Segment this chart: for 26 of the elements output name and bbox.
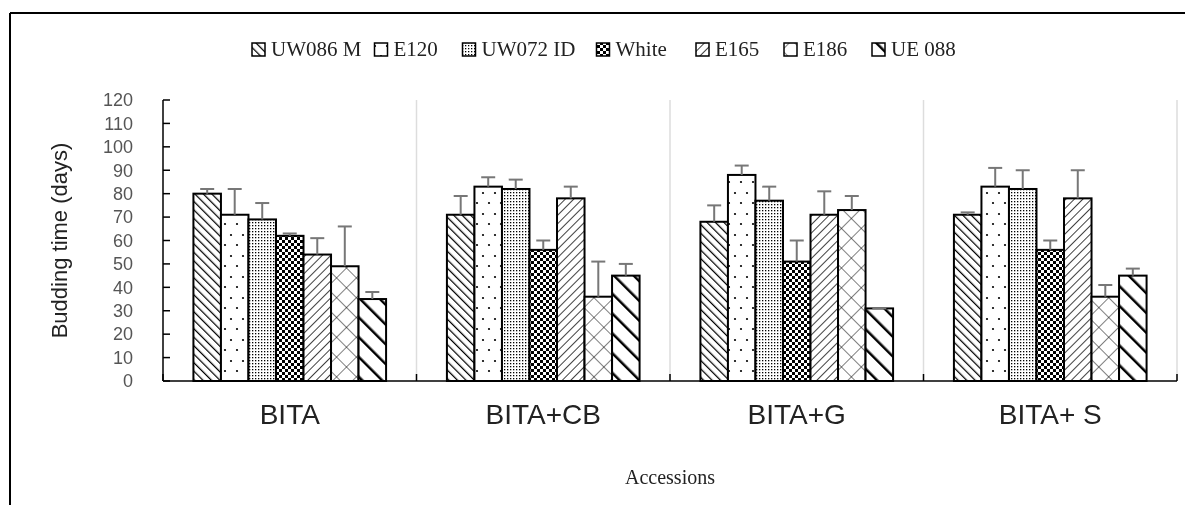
legend-label: UW086 M — [271, 37, 362, 61]
y-tick-label: 20 — [112, 324, 133, 345]
x-tick-label: BITA — [259, 399, 321, 430]
y-tick-label: 60 — [112, 230, 133, 251]
y-tick-label: 120 — [102, 90, 133, 111]
legend-label: UE 088 — [891, 37, 956, 61]
x-tick-label: BITA+G — [747, 399, 846, 430]
y-tick-label: 70 — [112, 207, 133, 228]
y-tick-label: 40 — [112, 277, 133, 298]
legend-label: UW072 ID — [481, 37, 576, 61]
y-tick-label: 100 — [102, 137, 133, 158]
y-tick-label: 50 — [112, 254, 133, 275]
y-tick-label: 10 — [112, 347, 133, 368]
x-tick-label: BITA+CB — [485, 399, 601, 430]
legend-label: E165 — [715, 37, 760, 61]
y-tick-label: 30 — [112, 301, 133, 322]
y-tick-label: 90 — [112, 160, 133, 181]
legend-label: E186 — [803, 37, 848, 61]
x-axis-title: Accessions — [625, 466, 716, 488]
y-tick-label: 0 — [122, 371, 133, 392]
y-tick-label: 80 — [112, 183, 133, 204]
legend-label: White — [615, 37, 667, 61]
legend-label: E120 — [393, 37, 438, 61]
y-axis-title: Budding time (days) — [47, 142, 72, 339]
y-tick-label: 110 — [104, 113, 133, 134]
x-tick-label: BITA+ S — [998, 399, 1102, 430]
